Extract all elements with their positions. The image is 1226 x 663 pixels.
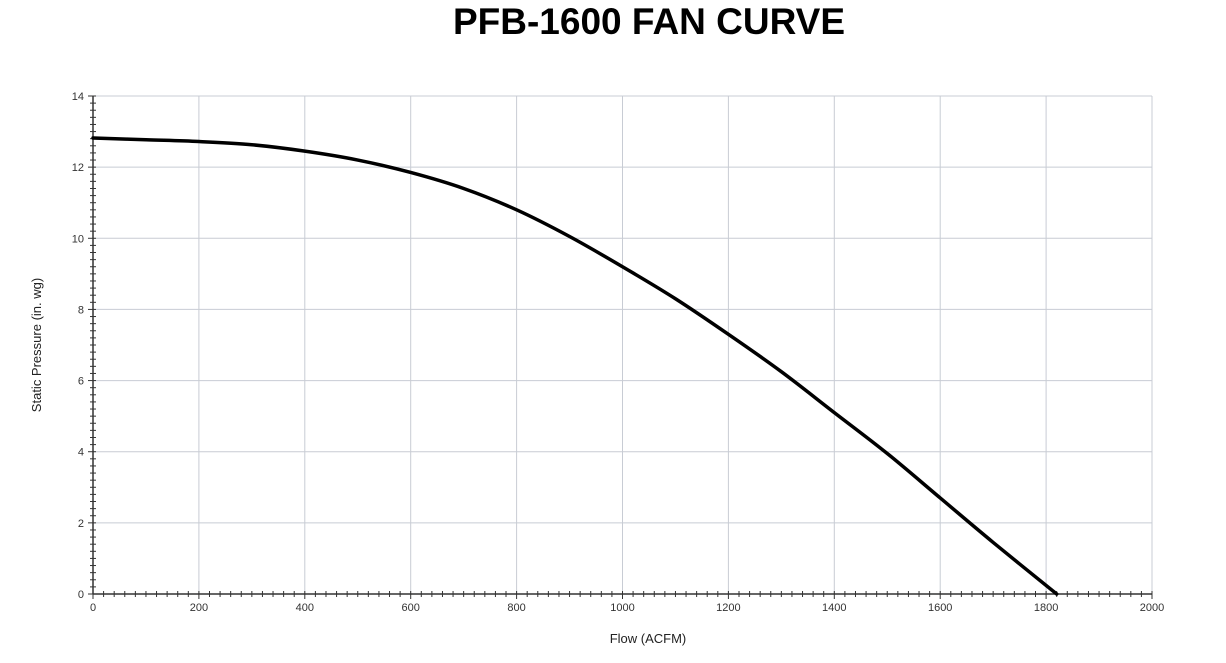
y-tick-label: 6 [78,376,84,388]
x-tick-label: 1400 [822,602,846,614]
y-axis-label: Static Pressure (in. wg) [29,278,44,412]
x-tick-label: 1600 [928,602,952,614]
y-tick-label: 2 [78,518,84,530]
y-tick-label: 0 [78,589,84,601]
y-tick-label: 10 [72,233,84,245]
y-tick-label: 12 [72,162,84,174]
chart-title: PFB-1600 FAN CURVE [453,1,845,42]
axes: 0 200 400 600 800 1000 1200 1400 1600 1800 2000 0 2 4… [72,91,1164,614]
y-tick-label: 8 [78,304,84,316]
x-axis-label: Flow (ACFM) [610,631,687,646]
x-tick-label: 1200 [716,602,740,614]
y-tick-label: 14 [72,91,84,103]
x-tick-label: 600 [402,602,420,614]
y-tick-label: 4 [78,447,84,459]
x-tick-label: 0 [90,602,96,614]
x-tick-label: 800 [507,602,525,614]
x-tick-label: 1000 [610,602,634,614]
grid [93,95,1153,594]
series-layer [91,136,1059,596]
x-tick-label: 1800 [1034,602,1058,614]
x-tick-label: 200 [190,602,208,614]
fan-curve-line [91,136,1059,596]
x-tick-label: 400 [296,602,314,614]
x-tick-label: 2000 [1140,602,1164,614]
